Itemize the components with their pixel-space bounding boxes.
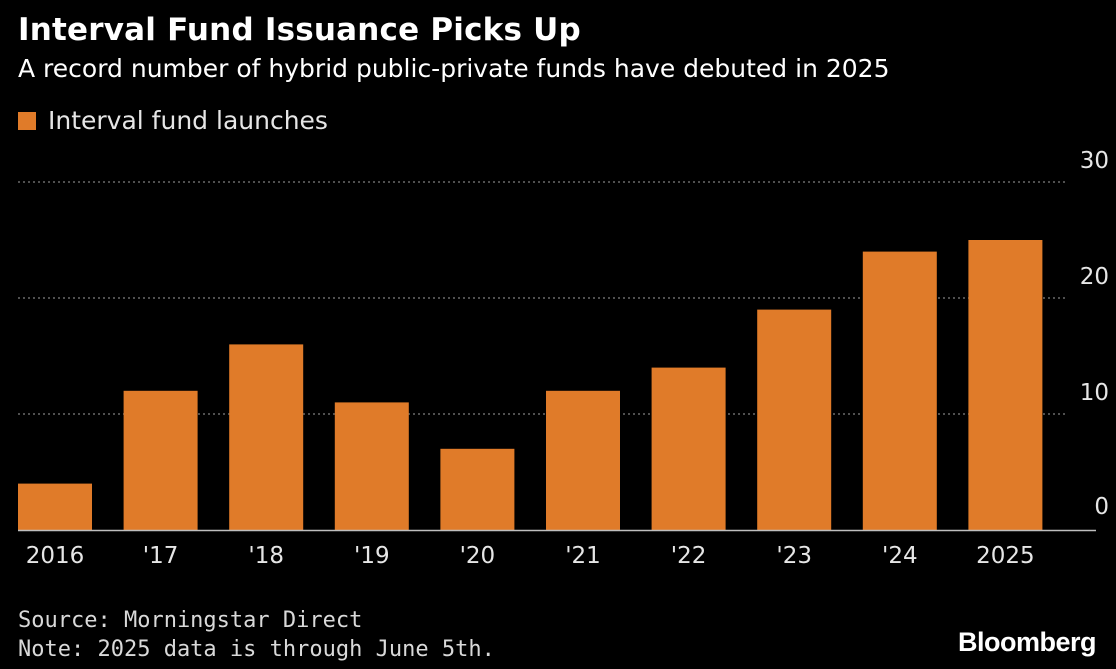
bar-chart: 0 10 20 30 2016 '17 '18 '19 '20 '21 '22 '23 '24 2025	[18, 148, 1109, 569]
chart-title: Interval Fund Issuance Picks Up	[18, 12, 581, 48]
bar	[123, 390, 198, 530]
x-tick-label: '24	[882, 543, 918, 569]
bloomberg-logo: Bloomberg	[957, 627, 1097, 657]
bar	[757, 309, 832, 530]
legend-label: Interval fund launches	[48, 106, 328, 135]
y-tick-label: 30	[1080, 148, 1109, 174]
chart-subtitle: A record number of hybrid public-private…	[18, 54, 890, 83]
x-tick-label: '21	[565, 543, 601, 569]
x-tick-label: '22	[671, 543, 707, 569]
bar	[440, 448, 515, 530]
x-tick-label: '20	[460, 543, 496, 569]
y-tick-label: 0	[1094, 494, 1109, 520]
x-tick-label: 2016	[26, 543, 85, 569]
x-tick-label: 2025	[976, 543, 1035, 569]
bar	[334, 402, 409, 530]
bar	[229, 344, 304, 530]
x-tick-label: '19	[354, 543, 390, 569]
note-text: Note: 2025 data is through June 5th.	[18, 637, 495, 662]
source-text: Source: Morningstar Direct	[18, 608, 363, 633]
bar	[968, 240, 1043, 530]
bar	[546, 390, 620, 530]
y-tick-label: 20	[1080, 264, 1109, 290]
bar	[651, 367, 726, 530]
x-tick-label: '17	[143, 543, 179, 569]
x-axis-ticks: 2016 '17 '18 '19 '20 '21 '22 '23 '24 2025	[26, 543, 1035, 569]
y-axis-ticks: 0 10 20 30	[1080, 148, 1109, 520]
bar	[18, 483, 92, 530]
x-tick-label: '23	[776, 543, 812, 569]
bar	[862, 251, 937, 530]
x-tick-label: '18	[248, 543, 284, 569]
bars	[18, 240, 1043, 530]
y-tick-label: 10	[1080, 380, 1109, 406]
legend-swatch	[18, 111, 36, 130]
legend: Interval fund launches	[18, 106, 328, 135]
